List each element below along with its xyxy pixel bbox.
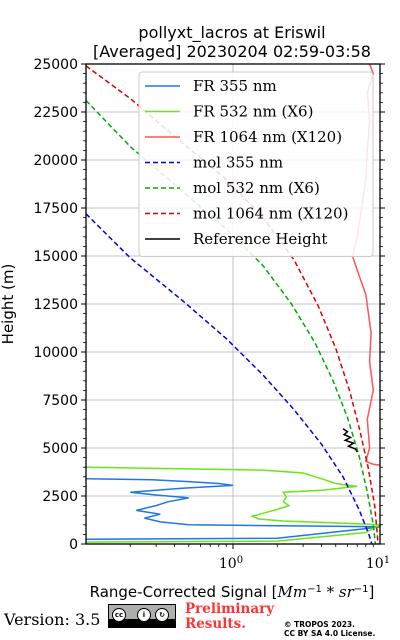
preliminary-results-note: Preliminary Results. [185,602,274,632]
copyright-note: © TROPOS 2023. CC BY SA 4.0 License. [284,620,375,638]
legend-label-1: FR 532 nm (X6) [193,103,313,121]
legend-label-4: mol 532 nm (X6) [193,179,320,197]
preliminary-line2: Results. [185,616,246,632]
copyright-line2: CC BY SA 4.0 License. [284,629,376,638]
legend-label-6: Reference Height [193,230,327,248]
x-tick-label: 101 [366,555,390,573]
y-tick-label: 7500 [42,393,78,409]
version-label: Version: 3.5 [4,610,101,629]
chart-title-line2: [Averaged] 20230204 02:59-03:58 [93,42,371,61]
legend-label-3: mol 355 nm [193,154,283,172]
y-tick-label: 5000 [42,441,78,457]
series-line-3 [85,213,373,545]
cc-license-badge[interactable]: cc i ↻ [108,604,176,628]
series-line-1 [85,466,383,543]
by-icon: i [137,608,151,622]
series-line-0 [85,477,381,540]
legend-label-5: mol 1064 nm (X120) [193,205,348,223]
cc-icon: cc [112,608,126,622]
sa-icon: ↻ [155,608,169,622]
legend-label-2: FR 1064 nm (X120) [193,128,342,146]
y-tick-label: 12500 [33,297,78,313]
y-tick-label: 25000 [33,57,78,73]
y-tick-label: 20000 [33,153,78,169]
y-tick-label: 10000 [33,345,78,361]
tick-layer: 0 2500 5000 7500 10000 12500 15000 17500 20000 22… [33,57,390,572]
y-tick-label: 22500 [33,105,78,121]
cc-badge-bottom [109,619,175,627]
y-tick-label: 15000 [33,249,78,265]
x-axis-label: Range-Corrected Signal [Mm−1 * sr−1] [90,583,375,601]
legend: FR 355 nm FR 532 nm (X6) FR 1064 nm (X120)… [138,71,374,257]
series-line-6 [342,428,358,453]
preliminary-line1: Preliminary [185,601,275,617]
y-tick-label: 2500 [42,489,78,505]
y-axis-label: Height (m) [0,264,17,345]
legend-label-0: FR 355 nm [193,77,277,95]
y-tick-label: 17500 [33,201,78,217]
y-tick-label: 0 [69,537,78,553]
legend-box [138,71,374,257]
chart-title-line1: pollyxt_lacros at Eriswil [138,23,325,43]
copyright-line1: © TROPOS 2023. [284,620,355,629]
x-tick-label: 100 [219,555,243,573]
